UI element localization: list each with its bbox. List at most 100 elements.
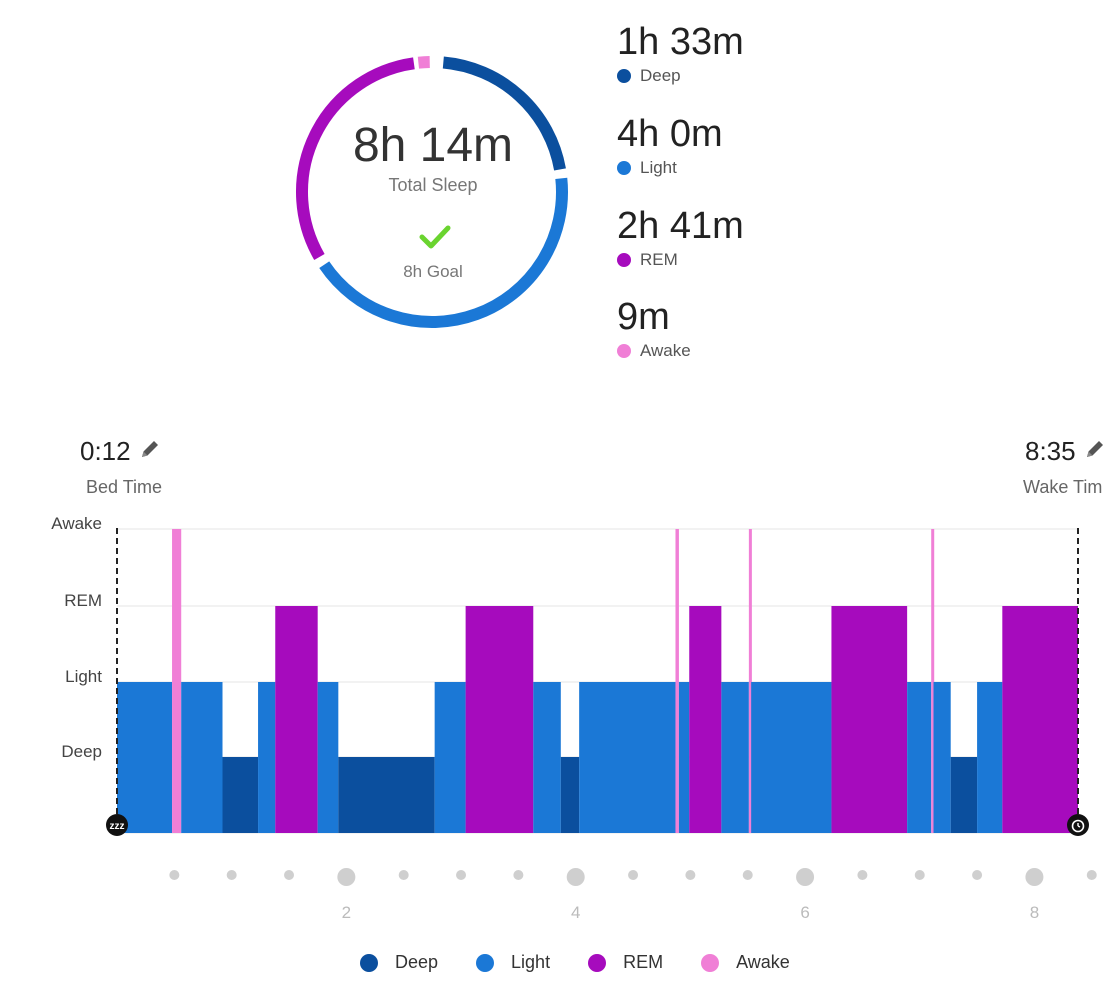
bar-deep bbox=[338, 757, 435, 833]
bar-awake bbox=[748, 529, 752, 833]
bed-time-block: 0:12 Bed Time bbox=[80, 436, 162, 498]
edit-wake-time-icon[interactable] bbox=[1084, 436, 1106, 467]
goal-check-icon bbox=[418, 222, 452, 252]
bar-deep bbox=[560, 757, 580, 833]
bar-light bbox=[977, 682, 1003, 833]
bar-light bbox=[907, 682, 932, 833]
svg-text:zzz: zzz bbox=[110, 821, 125, 832]
rem-dot-icon bbox=[617, 253, 631, 267]
x-minor-tick bbox=[972, 870, 983, 880]
legend-rem-label: REM bbox=[623, 952, 664, 972]
total-sleep-value: 8h 14m bbox=[352, 119, 514, 172]
bar-awake bbox=[172, 529, 182, 833]
bed-time-value: 0:12 bbox=[80, 436, 131, 466]
bar-light bbox=[933, 682, 951, 833]
legend-awake-dot-icon bbox=[701, 953, 720, 972]
bar-deep bbox=[222, 757, 259, 833]
x-major-tick bbox=[337, 868, 356, 886]
y-label-awake: Awake bbox=[51, 514, 102, 533]
bar-deep bbox=[950, 757, 978, 833]
light-dot-icon bbox=[617, 161, 631, 175]
stat-deep-label: Deep bbox=[640, 66, 681, 85]
legend-light-dot-icon bbox=[476, 953, 495, 972]
bar-rem bbox=[689, 606, 722, 833]
bed-time-label: Bed Time bbox=[86, 477, 163, 497]
alarm-clock-icon bbox=[1067, 814, 1089, 836]
y-label-light: Light bbox=[65, 667, 102, 686]
x-major-tick bbox=[1025, 868, 1044, 886]
x-tick-label: 2 bbox=[342, 903, 351, 922]
x-tick-label: 6 bbox=[800, 903, 809, 922]
bar-rem bbox=[465, 606, 534, 833]
bar-light bbox=[533, 682, 561, 833]
x-minor-tick bbox=[513, 870, 524, 880]
stat-awake-value: 9m bbox=[617, 296, 670, 338]
goal-label: 8h Goal bbox=[403, 262, 463, 281]
x-minor-tick bbox=[628, 870, 639, 880]
legend-item-awake: Awake bbox=[701, 952, 790, 973]
stat-rem-label: REM bbox=[640, 250, 678, 269]
stat-awake: 9m Awake bbox=[617, 297, 877, 361]
bar-rem bbox=[1002, 606, 1078, 833]
hypnogram-chart: Awake REM Light Deep zzz 2 4 6 8 bbox=[51, 514, 1097, 922]
legend: Deep Light REM Awake bbox=[360, 952, 828, 973]
ring-segment-light bbox=[319, 177, 568, 328]
x-minor-tick bbox=[226, 870, 237, 880]
legend-light-label: Light bbox=[511, 952, 551, 972]
deep-dot-icon bbox=[617, 69, 631, 83]
bar-awake bbox=[931, 529, 935, 833]
bar-light bbox=[181, 682, 223, 833]
bar-light bbox=[579, 682, 676, 833]
legend-item-deep: Deep bbox=[360, 952, 438, 973]
x-minor-tick bbox=[456, 870, 467, 880]
legend-rem-dot-icon bbox=[588, 953, 607, 972]
ring-segment-awake bbox=[417, 56, 430, 69]
stat-light-value: 4h 0m bbox=[617, 113, 723, 155]
x-major-tick bbox=[796, 868, 815, 886]
legend-deep-label: Deep bbox=[395, 952, 439, 972]
total-sleep-label: Total Sleep bbox=[388, 175, 478, 195]
edit-bed-time-icon[interactable] bbox=[139, 436, 161, 467]
x-minor-tick bbox=[685, 870, 696, 880]
bar-light bbox=[678, 682, 690, 833]
bar-light bbox=[317, 682, 339, 833]
x-minor-tick bbox=[1086, 870, 1097, 880]
bar-rem bbox=[831, 606, 908, 833]
sleep-ring-svg bbox=[296, 56, 568, 328]
x-tick-label: 8 bbox=[1030, 903, 1039, 922]
bar-rem bbox=[275, 606, 318, 833]
bar-light bbox=[434, 682, 466, 833]
y-label-rem: REM bbox=[64, 591, 102, 610]
wake-time-value: 8:35 bbox=[1025, 436, 1076, 466]
stat-light: 4h 0m Light bbox=[617, 114, 877, 178]
stat-deep: 1h 33m Deep bbox=[617, 22, 877, 86]
bar-light bbox=[721, 682, 749, 833]
bar-light bbox=[751, 682, 832, 833]
sleep-ring bbox=[280, 40, 584, 344]
ring-segment-deep bbox=[442, 56, 566, 171]
x-major-tick bbox=[566, 868, 585, 886]
legend-deep-dot-icon bbox=[360, 953, 378, 972]
ring-segment-rem bbox=[296, 57, 415, 260]
bar-light bbox=[258, 682, 276, 833]
x-minor-tick bbox=[857, 870, 868, 880]
legend-item-light: Light bbox=[476, 952, 550, 973]
x-minor-tick bbox=[914, 870, 925, 880]
x-minor-tick bbox=[284, 870, 295, 880]
bar-light bbox=[117, 682, 173, 833]
stat-light-label: Light bbox=[640, 158, 677, 177]
sleep-start-icon: zzz bbox=[106, 814, 128, 836]
stat-deep-value: 1h 33m bbox=[617, 21, 744, 63]
legend-item-rem: REM bbox=[588, 952, 663, 973]
x-minor-tick bbox=[398, 870, 409, 880]
x-minor-tick bbox=[169, 870, 180, 880]
stat-awake-label: Awake bbox=[640, 341, 691, 360]
stat-rem: 2h 41m REM bbox=[617, 206, 877, 270]
x-tick-label: 4 bbox=[571, 903, 580, 922]
legend-awake-label: Awake bbox=[736, 952, 790, 972]
awake-dot-icon bbox=[617, 344, 631, 358]
x-minor-tick bbox=[742, 870, 753, 880]
bar-awake bbox=[675, 529, 679, 833]
stat-rem-value: 2h 41m bbox=[617, 205, 744, 247]
y-label-deep: Deep bbox=[61, 742, 102, 761]
